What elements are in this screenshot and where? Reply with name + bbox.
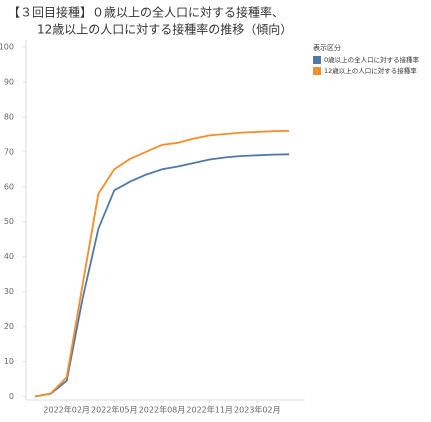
y-tick-label: 0 — [9, 392, 14, 401]
series-line — [34, 130, 290, 398]
legend-swatch — [313, 67, 321, 75]
legend-swatch — [313, 56, 321, 64]
y-tick-label: 70 — [4, 147, 14, 156]
legend-label: 12歳以上の人口に対する接種率 — [324, 66, 417, 75]
series-line — [34, 153, 290, 398]
legend-label: 0歳以上の全人口に対する接種率 — [324, 55, 420, 64]
y-tick-label: 30 — [4, 287, 14, 296]
x-tick-label: 2023年02月 — [234, 405, 281, 415]
x-tick-label: 2022年08月 — [139, 405, 186, 415]
x-tick-label: 2022年11月 — [186, 405, 233, 415]
chart-title: 12歳以上の人口に対する接種率の推移（傾向） — [37, 22, 292, 37]
chart-title: 【３回目接種】０歳以上の全人口に対する接種率、 — [8, 5, 284, 20]
legend-title: 表示区分 — [313, 43, 341, 52]
y-tick-label: 10 — [4, 357, 14, 366]
y-tick-label: 100 — [0, 42, 14, 51]
y-tick-label: 80 — [4, 112, 14, 121]
x-tick-label: 2022年02月 — [43, 405, 90, 415]
y-tick-label: 50 — [4, 217, 14, 226]
y-tick-label: 40 — [4, 252, 14, 261]
y-tick-label: 60 — [4, 182, 14, 191]
x-tick-label: 2022年05月 — [91, 405, 138, 415]
y-tick-label: 90 — [4, 77, 14, 86]
y-tick-label: 20 — [4, 322, 14, 331]
